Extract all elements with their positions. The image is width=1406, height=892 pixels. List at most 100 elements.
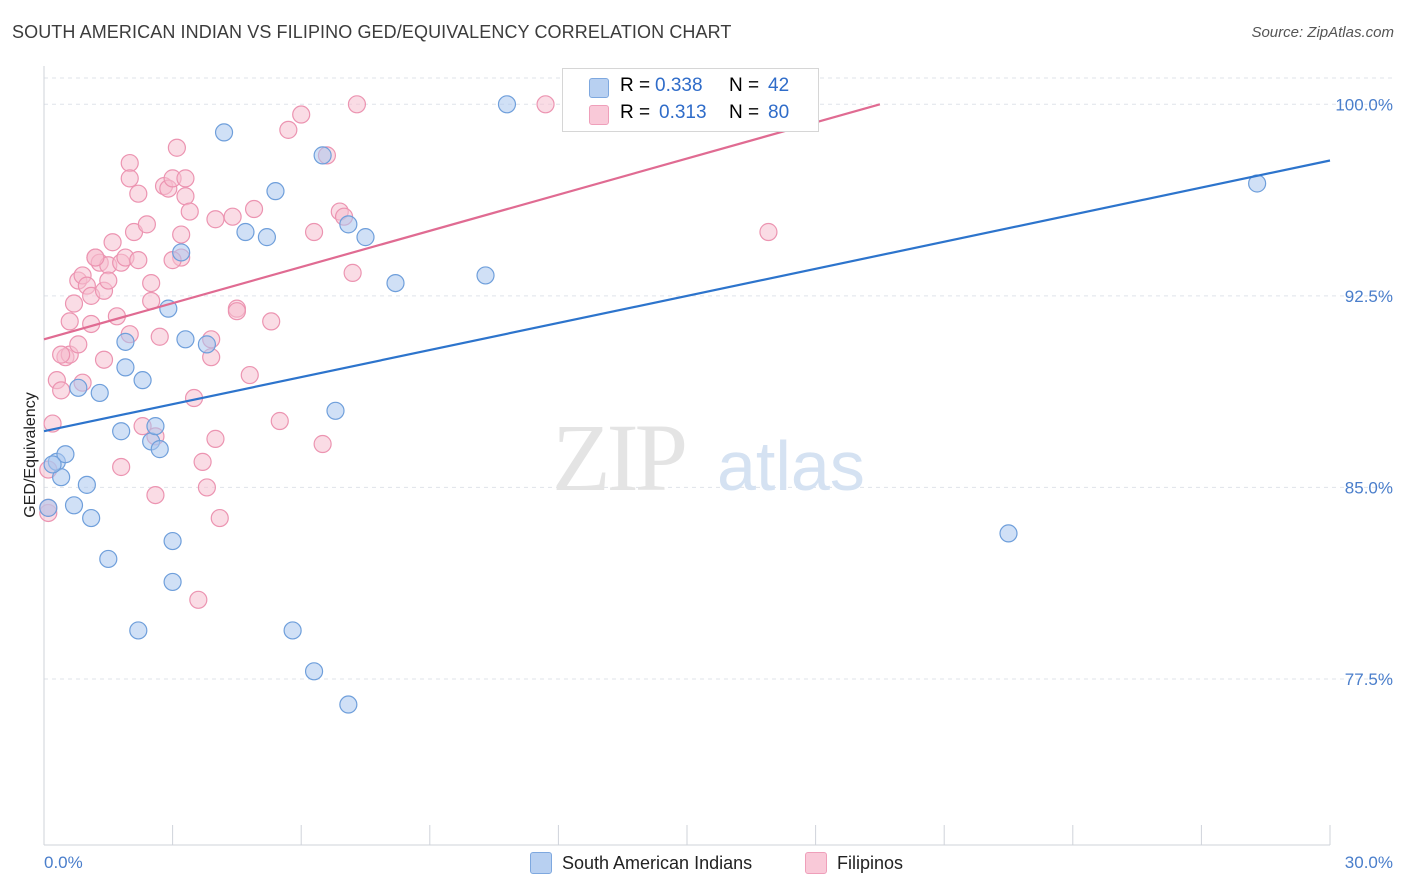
south-american-indian-point — [163, 531, 182, 551]
south-american-indian-point — [339, 695, 358, 714]
south-american-indian-point — [52, 468, 71, 487]
filipino-point — [313, 434, 332, 454]
x-tick-label-max: 30.0% — [1345, 853, 1393, 872]
y-tick-label: 77.5% — [1345, 670, 1393, 689]
filipino-point — [129, 184, 148, 203]
y-tick-label: 92.5% — [1345, 287, 1393, 306]
south-american-indian-point — [116, 332, 135, 351]
south-american-indian-point — [386, 273, 405, 293]
south-american-indian-point — [257, 228, 277, 247]
x-axis-ticks — [43, 825, 1331, 845]
filipino-point — [129, 251, 148, 270]
filipino-point — [142, 273, 161, 293]
filipino-point — [120, 169, 139, 188]
filipino-point — [759, 222, 778, 242]
filipino-point — [176, 169, 195, 188]
south-american-indian-point — [112, 422, 131, 441]
x-axis-tick-labels: 0.0% 30.0% — [44, 853, 1393, 872]
south-american-indian-point — [99, 549, 118, 569]
legend-n-value-blue: 42 — [768, 75, 790, 96]
filipino-point — [94, 350, 114, 369]
legend-swatch-pink — [589, 105, 609, 125]
south-american-indian-point — [339, 215, 358, 234]
legend-n-label-blue: N = — [729, 75, 760, 96]
axes — [43, 66, 1330, 846]
y-axis-label: GED/Equivalency — [22, 392, 39, 517]
filipino-point — [112, 457, 131, 477]
south-american-indian-point — [172, 243, 191, 262]
south-american-indian-point — [999, 524, 1018, 543]
y-tick-label: 85.0% — [1345, 478, 1393, 497]
south-american-indian-point — [163, 572, 182, 592]
bottom-legend-swatch-pink — [805, 852, 827, 874]
filipino-point — [69, 335, 88, 354]
south-american-indian-point — [43, 455, 62, 474]
y-axis-tick-labels: 77.5% 85.0% 92.5% 100.0% — [1335, 95, 1393, 689]
south-american-indian-point — [313, 146, 332, 165]
filipino-point — [120, 153, 139, 173]
south-american-indian-point — [39, 498, 58, 517]
filipino-point — [206, 429, 225, 448]
south-american-indian-point — [146, 417, 165, 436]
south-american-indian-point — [326, 401, 345, 420]
filipino-point — [86, 248, 105, 267]
south-american-indian-point — [133, 371, 152, 390]
watermark-atlas: atlas — [717, 427, 865, 505]
filipino-point — [279, 120, 298, 139]
filipino-point — [176, 187, 195, 206]
legend-n-value-pink: 80 — [768, 102, 790, 123]
bottom-legend-swatch-blue — [530, 852, 552, 874]
south-american-indian-point — [159, 299, 178, 318]
south-american-indian-point — [214, 123, 234, 142]
south-american-indian-trend-line — [43, 159, 1331, 433]
south-american-indian-point — [90, 383, 109, 403]
filipino-point — [52, 381, 71, 400]
south-american-indian-point — [176, 330, 195, 349]
south-american-indian-point — [129, 621, 148, 640]
filipino-point — [292, 105, 311, 124]
south-american-indian-point — [283, 621, 302, 640]
filipino-point — [60, 312, 79, 331]
filipino-point — [150, 327, 169, 346]
south-american-indian-point — [116, 358, 135, 377]
filipino-point — [64, 294, 84, 313]
filipino-trend-line — [43, 103, 881, 341]
south-american-indian-point — [356, 228, 375, 247]
filipino-point — [146, 485, 165, 505]
filipino-point — [536, 95, 555, 114]
legend-r-label-pink: R = — [620, 102, 651, 123]
bottom-legend-filipinos: Filipinos — [805, 852, 903, 874]
south-american-indian-point — [82, 508, 101, 528]
filipino-point — [137, 215, 156, 234]
filipino-point — [270, 411, 289, 431]
filipino-point — [99, 271, 118, 290]
bottom-legend-label-pink: Filipinos — [837, 852, 904, 873]
south-american-indian-point — [266, 182, 285, 201]
filipino-point — [172, 225, 191, 244]
filipino-point — [244, 199, 264, 219]
filipino-point — [240, 365, 259, 385]
filipino-point — [210, 508, 229, 528]
source-label: Source: ZipAtlas.com — [1251, 24, 1394, 41]
filipino-points — [39, 95, 778, 609]
legend-r-value-blue: 0.338 — [655, 75, 703, 96]
filipino-point — [180, 202, 199, 221]
filipino-point — [343, 263, 362, 282]
filipino-point — [167, 138, 186, 157]
watermark-zip: ZIP — [552, 404, 685, 511]
filipino-point — [304, 222, 324, 242]
south-american-indian-point — [77, 475, 96, 494]
filipino-point — [262, 312, 281, 331]
filipino-point — [206, 210, 225, 229]
south-american-indian-point — [476, 266, 495, 285]
filipino-point — [197, 478, 216, 497]
south-american-indian-point — [150, 440, 169, 459]
south-american-indian-point — [197, 335, 216, 354]
filipino-point — [52, 345, 71, 364]
legend-r-label-blue: R = — [620, 75, 651, 96]
bottom-legend-south-american-indians: South American Indians — [530, 852, 752, 874]
south-american-indian-point — [236, 222, 255, 242]
filipino-point — [347, 95, 367, 114]
filipino-point — [193, 452, 212, 471]
